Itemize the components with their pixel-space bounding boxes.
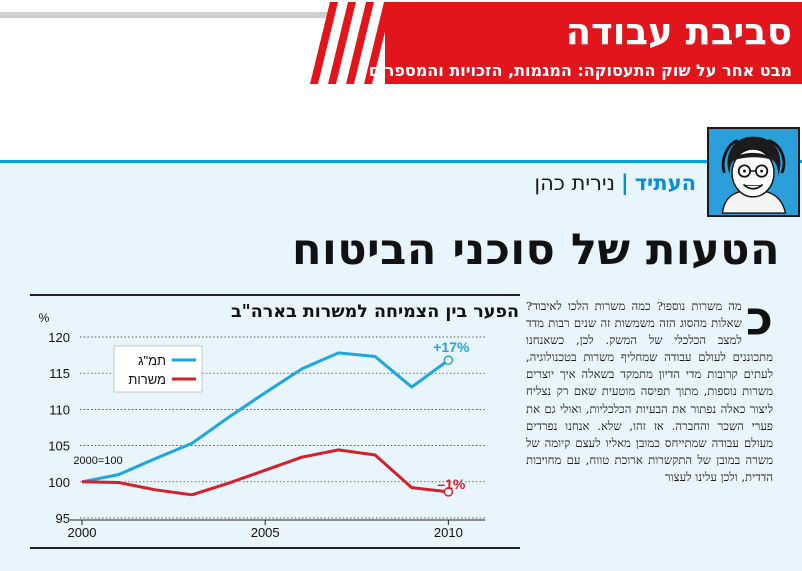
section-banner: סביבת עבודה מבט אחר על שוק התעסוקה: המגמ… [0,0,802,86]
legend-box [113,345,203,393]
x-tick-label: 2010 [434,525,463,540]
portrait-illustration [709,129,798,215]
y-tick-label: 120 [48,330,70,345]
drop-cap: כ [745,298,773,347]
chart-ticks: 120 115 110 105 100 95% 2000 2005 2010 [39,311,463,540]
series-end-label: +17% [433,339,470,355]
y-axis-label: % [39,311,50,325]
legend-label: משרות [128,372,166,387]
series-end-label: –1% [437,476,466,492]
base-label: 2000=100 [73,455,122,467]
series-end-point [443,487,454,497]
y-tick-label: 105 [48,439,70,454]
banner-red-block: סביבת עבודה מבט אחר על שוק התעסוקה: המגמ… [369,2,802,84]
y-tick-label: 115 [49,366,70,381]
chart-grid [70,336,485,525]
chart-title: הפער בין הצמיחה למשרות בארה"ב [230,302,519,322]
byline: העתיד|נירית כהן [534,168,696,198]
base-label-bg [68,451,128,468]
x-tick-label: 2000 [68,525,97,540]
section-title: סביבת עבודה [565,10,792,53]
x-tick-label: 2005 [251,525,280,540]
banner-gray-rule [0,12,330,18]
chart-series: +17% –1% 2000=100 [68,339,470,497]
series-line [81,351,450,484]
series-end-point [443,355,454,365]
chart-bottom-rule [30,547,520,549]
article-text: מה משרות נוספו? כמה משרות הלכו לאיבוד? ש… [526,299,773,484]
chart-top-rule [30,294,520,296]
banner-stripes-decoration [310,2,390,84]
legend-label: תמ"ג [138,353,166,368]
y-tick-label: 110 [49,402,70,417]
column-name: העתיד [634,171,696,195]
article-headline: הטעות של סוכני הביטוח [292,225,780,275]
y-tick-label: 100 [48,475,70,490]
byline-separator: | [621,171,629,195]
y-tick-label: 95 [56,511,70,526]
author-name: נירית כהן [534,171,616,195]
series-line [81,448,449,497]
section-subtitle: מבט אחר על שוק התעסוקה: המגמות, הזכויות … [368,61,792,80]
article-body: כ מה משרות נוספו? כמה משרות הלכו לאיבוד? … [526,298,773,571]
chart-legend: תמ"ג משרות [113,345,203,393]
author-portrait [707,127,800,217]
panel-top-rule [0,160,802,163]
line-chart: 120 115 110 105 100 95% 2000 2005 2010 +17% –1% 20… [39,311,485,540]
